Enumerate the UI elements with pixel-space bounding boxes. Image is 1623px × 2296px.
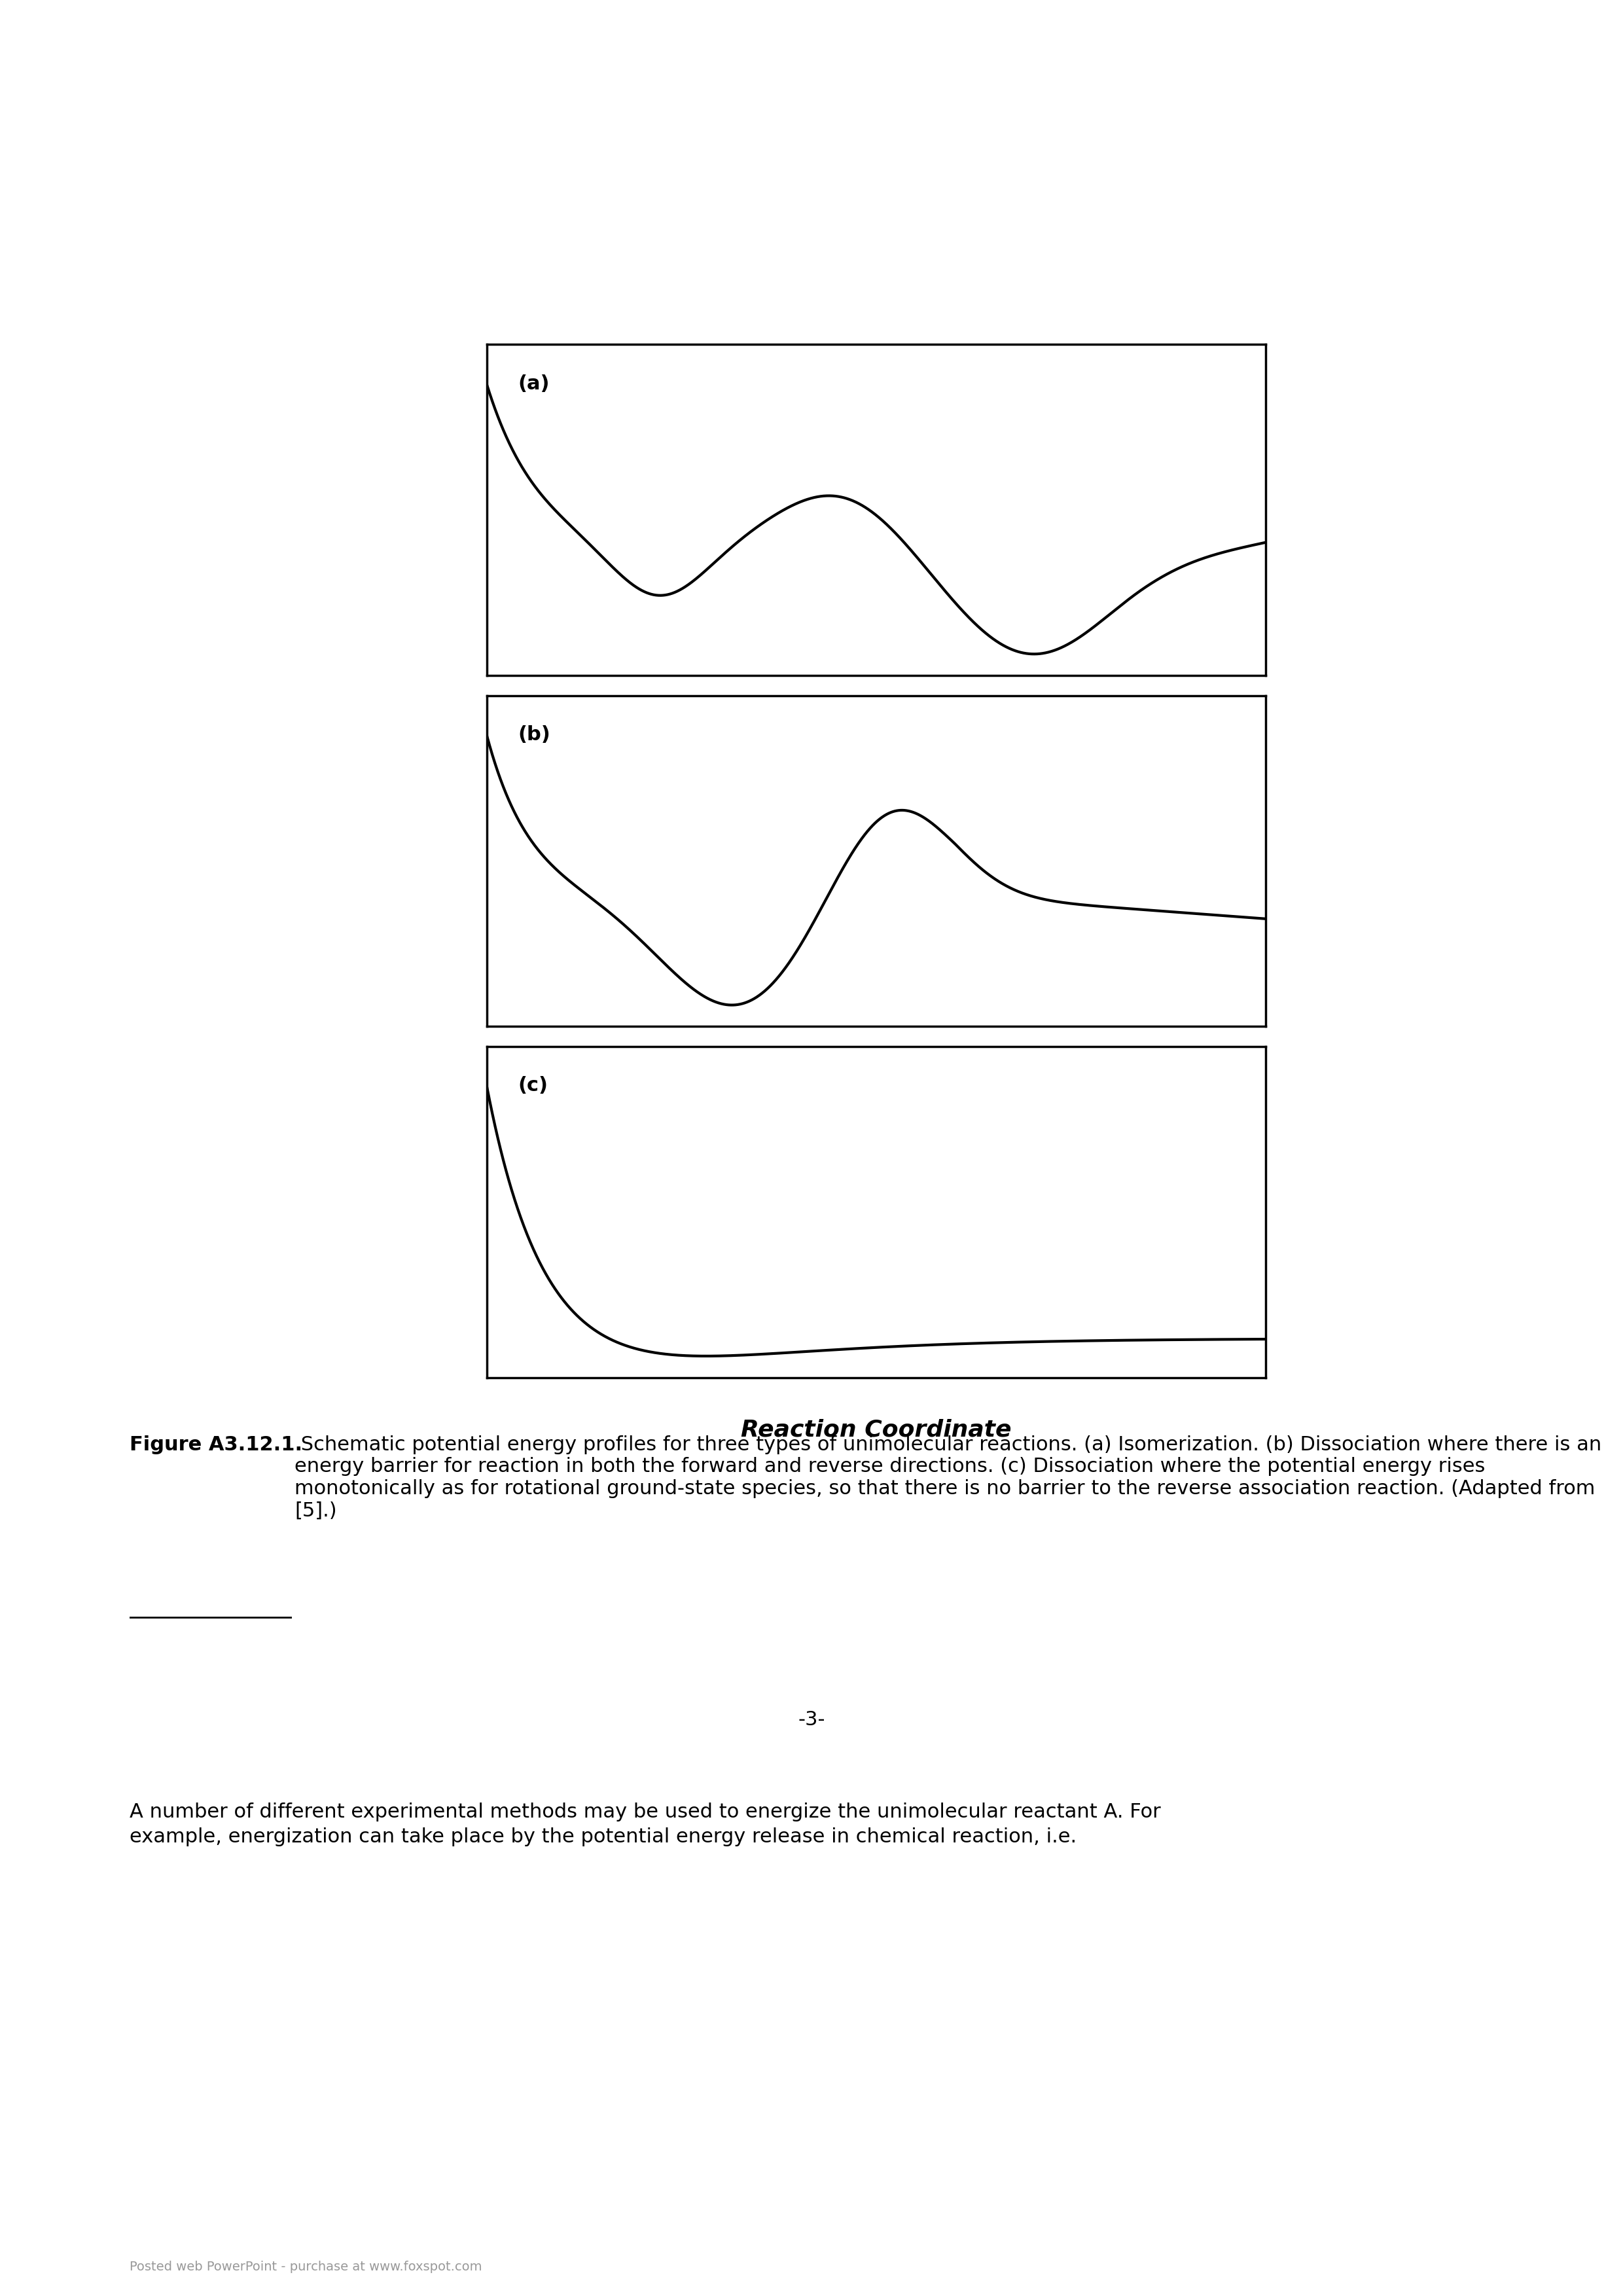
Text: Schematic potential energy profiles for three types of unimolecular reactions. (: Schematic potential energy profiles for … [295,1435,1602,1520]
Text: Figure A3.12.1.: Figure A3.12.1. [130,1435,304,1453]
Text: A number of different experimental methods may be used to energize the unimolecu: A number of different experimental metho… [130,1802,1160,1846]
Text: Reaction Coordinate: Reaction Coordinate [742,1419,1011,1442]
Text: (b): (b) [518,726,550,744]
Text: -3-: -3- [799,1711,824,1729]
Text: (c): (c) [518,1077,549,1095]
Text: (a): (a) [518,374,550,393]
Text: Posted web PowerPoint - purchase at www.foxspot.com: Posted web PowerPoint - purchase at www.… [130,2262,482,2273]
